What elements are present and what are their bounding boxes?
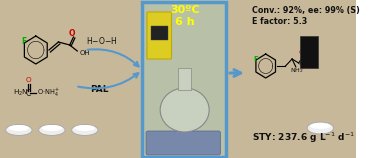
FancyArrowPatch shape bbox=[230, 70, 241, 76]
Text: F: F bbox=[253, 56, 258, 62]
Text: STY: 237.6 g L$^{-1}$ d$^{-1}$: STY: 237.6 g L$^{-1}$ d$^{-1}$ bbox=[252, 131, 355, 145]
Text: H$-$O$-$H: H$-$O$-$H bbox=[86, 34, 118, 46]
Bar bbox=[142, 2, 226, 157]
Text: Conv.: 92%, ee: 99% (S): Conv.: 92%, ee: 99% (S) bbox=[252, 6, 359, 15]
Text: OH: OH bbox=[79, 50, 90, 56]
Text: F: F bbox=[22, 37, 27, 46]
Ellipse shape bbox=[71, 125, 98, 136]
Ellipse shape bbox=[42, 125, 62, 131]
Bar bbox=[143, 0, 228, 158]
Text: H$_2$N: H$_2$N bbox=[13, 88, 29, 98]
Ellipse shape bbox=[6, 125, 32, 136]
FancyBboxPatch shape bbox=[147, 12, 172, 59]
Bar bbox=[151, 26, 168, 40]
Text: 30ºC: 30ºC bbox=[170, 5, 200, 15]
Text: OH: OH bbox=[305, 63, 315, 67]
Ellipse shape bbox=[160, 88, 209, 132]
Text: O: O bbox=[299, 51, 304, 55]
Text: C: C bbox=[26, 88, 31, 97]
Ellipse shape bbox=[74, 125, 95, 131]
Bar bbox=[228, 0, 356, 158]
Text: NH$_2$: NH$_2$ bbox=[290, 67, 304, 76]
Ellipse shape bbox=[8, 125, 29, 131]
FancyBboxPatch shape bbox=[146, 131, 220, 155]
Text: O: O bbox=[25, 77, 31, 83]
Text: 6 h: 6 h bbox=[175, 17, 195, 27]
Bar bbox=[300, 36, 318, 68]
Bar bbox=[0, 0, 143, 158]
Text: PAL: PAL bbox=[90, 85, 108, 94]
FancyArrowPatch shape bbox=[78, 73, 138, 88]
Text: O: O bbox=[68, 30, 75, 39]
Bar bbox=[178, 68, 191, 90]
Ellipse shape bbox=[307, 122, 333, 134]
Ellipse shape bbox=[310, 123, 331, 129]
FancyArrowPatch shape bbox=[88, 49, 139, 66]
Text: E factor: 5.3: E factor: 5.3 bbox=[252, 16, 307, 25]
Ellipse shape bbox=[39, 125, 65, 136]
Text: O$\cdot$NH$_4^+$: O$\cdot$NH$_4^+$ bbox=[37, 87, 60, 99]
